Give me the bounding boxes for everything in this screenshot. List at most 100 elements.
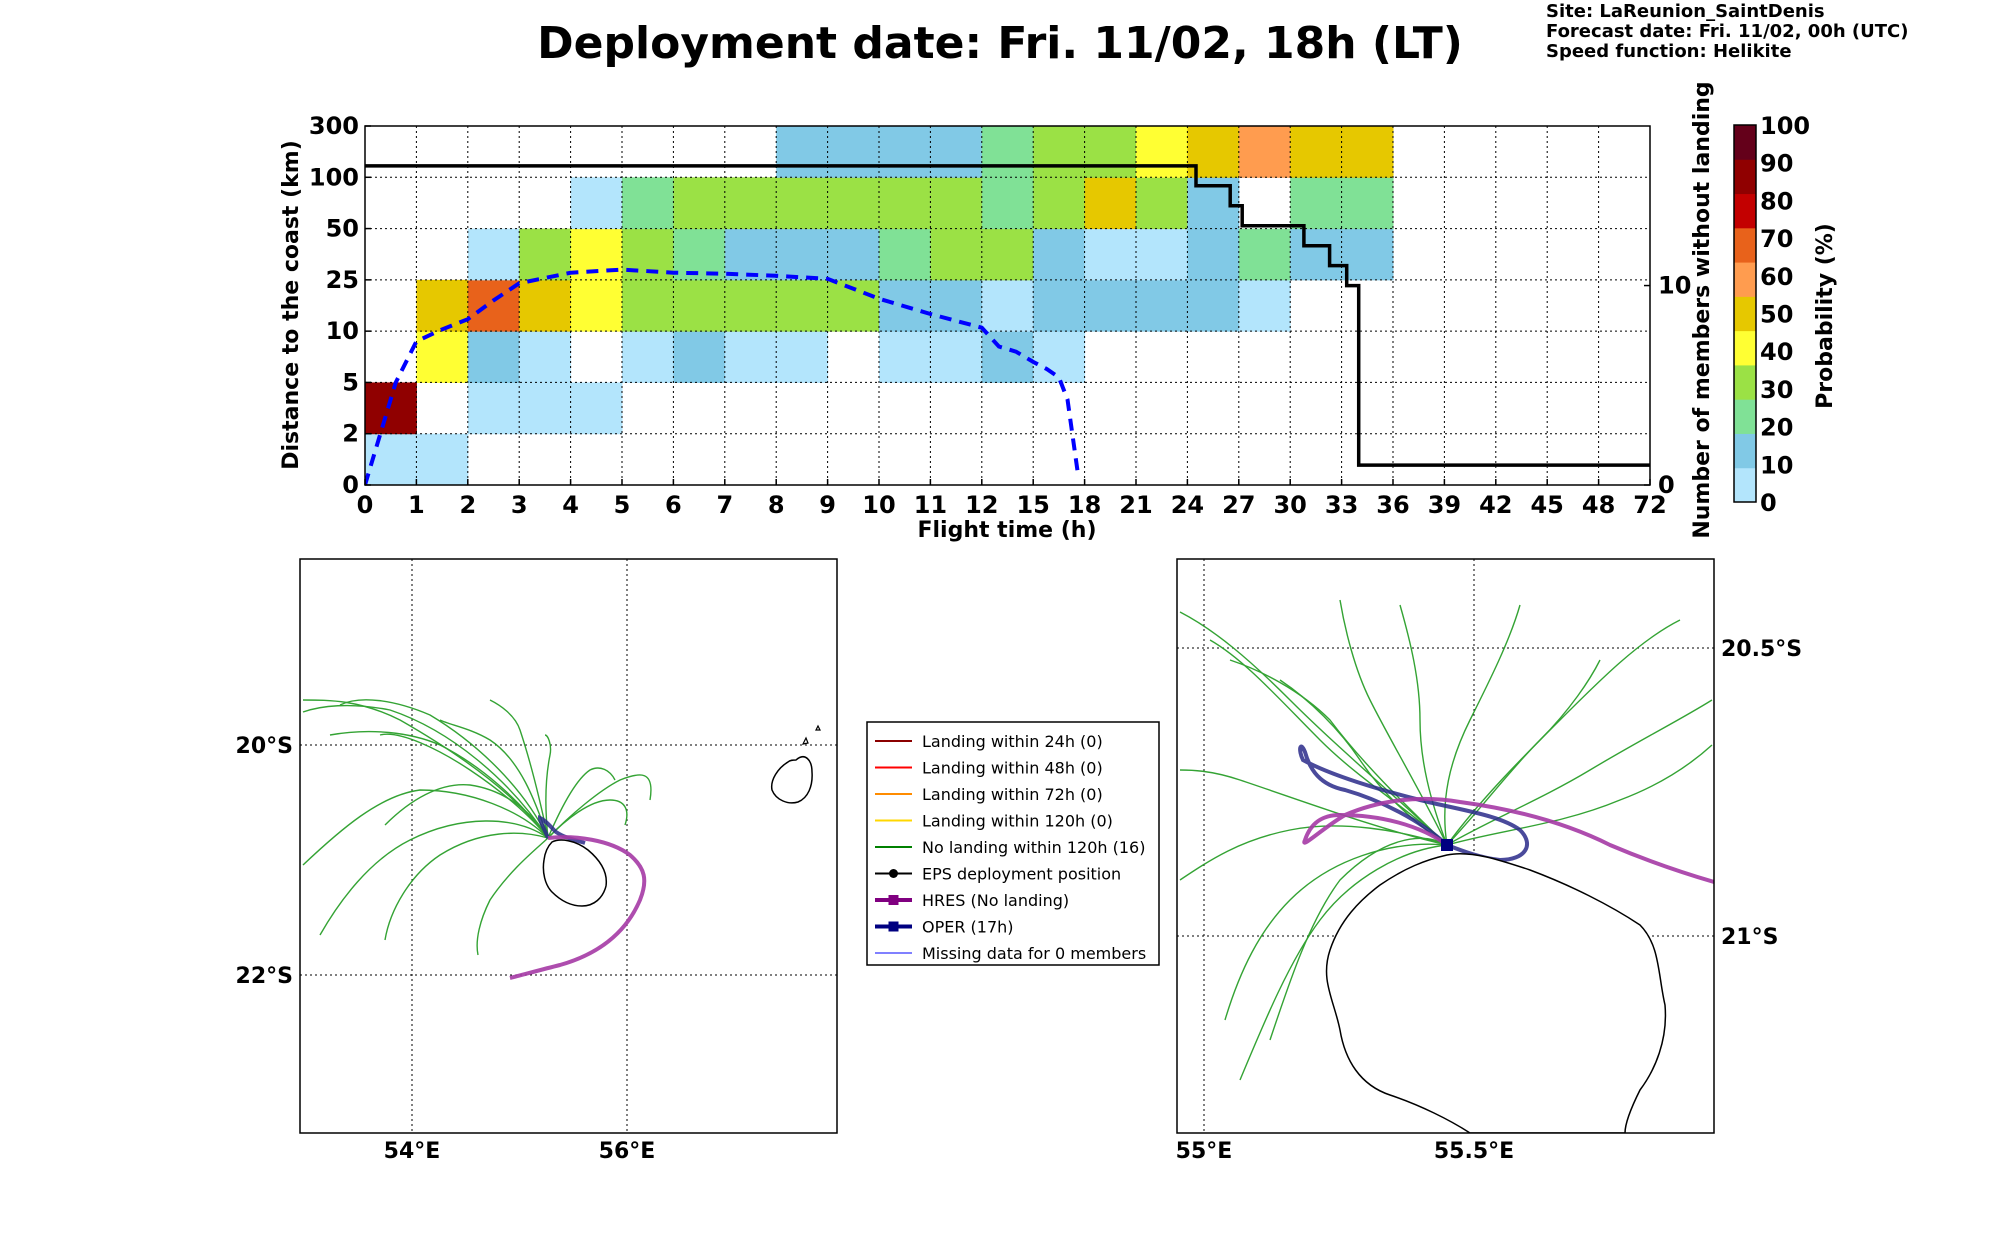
heatmap-cell — [673, 177, 726, 230]
heatmap-cell — [1341, 228, 1394, 281]
legend-circle-marker — [889, 869, 898, 878]
regional-map: 54°E 56°E 20°S 22°S — [236, 558, 838, 1164]
heatmap-cell — [365, 382, 417, 435]
heatmap-cell — [622, 177, 674, 230]
heatmap-cell — [879, 228, 931, 281]
legend-label: Landing within 72h (0) — [922, 785, 1103, 804]
x-tick-label: 12 — [965, 491, 998, 519]
y-tick-label: 2 — [342, 420, 359, 448]
colorbar-tick-label: 30 — [1760, 376, 1793, 404]
colorbar-segment — [1734, 296, 1756, 332]
legend-label: Landing within 120h (0) — [922, 812, 1113, 831]
heatmap-cell — [930, 228, 983, 281]
heatmap-cell — [1290, 126, 1343, 178]
heatmap-cell — [981, 228, 1034, 281]
regional-ensemble-trajectories — [302, 699, 652, 956]
y-tick-label: 50 — [326, 215, 359, 243]
heatmap-cell — [1033, 279, 1086, 332]
heatmap-cell — [1136, 126, 1188, 178]
heatmap-cell — [776, 126, 829, 178]
y-tick-label: 25 — [326, 266, 359, 294]
heatmap-cell — [570, 279, 623, 332]
heatmap-cell — [467, 331, 520, 383]
legend-label: OPER (17h) — [922, 918, 1014, 937]
legend-label: Missing data for 0 members — [922, 944, 1146, 963]
heatmap-cell — [776, 331, 829, 383]
colorbar-tick-label: 60 — [1760, 263, 1793, 291]
heatmap-grid — [365, 126, 1650, 485]
colorbar-tick-label: 70 — [1760, 225, 1793, 253]
heatmap-cell — [879, 126, 931, 178]
legend-entry: Landing within 48h (0) — [875, 759, 1103, 778]
heatmap-cell — [1341, 126, 1394, 178]
heatmap-cell — [1136, 177, 1188, 230]
x-tick-label: 6 — [665, 491, 682, 519]
x-tick-label: 0 — [357, 491, 374, 519]
heatmap-cell — [981, 279, 1034, 332]
regional-islet-coastline — [801, 724, 821, 745]
zoom-ensemble-trajectories — [1179, 599, 1713, 1081]
heatmap-cell — [1033, 126, 1086, 178]
heatmap-cell — [1084, 279, 1137, 332]
legend-entry: Landing within 72h (0) — [875, 785, 1103, 804]
heatmap-cell — [724, 331, 777, 383]
members-without-landing-line — [365, 164, 1650, 467]
x-tick-label: 36 — [1376, 491, 1409, 519]
site-label: Site: LaReunion_SaintDenis — [1546, 1, 1825, 22]
regional-map-gridlines — [300, 559, 837, 1133]
colorbar-tick-label: 40 — [1760, 338, 1793, 366]
regional-hres-trajectory — [509, 835, 647, 980]
chart-title: Deployment date: Fri. 11/02, 18h (LT) — [537, 18, 1463, 69]
heatmap-cell — [827, 228, 880, 281]
heatmap-cell — [1290, 228, 1343, 281]
colorbar-tick-label: 20 — [1760, 414, 1793, 442]
heatmap-cell — [416, 433, 469, 485]
heatmap-cell — [1033, 228, 1086, 281]
colorbar-segment — [1734, 193, 1756, 229]
heatmap-cell — [1187, 279, 1240, 332]
y-tick-label: 5 — [342, 368, 359, 396]
y2-tick-label: 10 — [1658, 272, 1691, 300]
heatmap-cell — [724, 228, 777, 281]
colorbar-tick-label: 90 — [1760, 150, 1793, 178]
heatmap-cell — [1033, 331, 1086, 383]
zoom-oper-trajectory — [1298, 744, 1530, 863]
heatmap-cell — [1084, 126, 1137, 178]
x-tick-label: 11 — [914, 491, 947, 519]
colorbar-segment — [1734, 399, 1756, 434]
x-tick-label: 30 — [1273, 491, 1306, 519]
regional-lat-tick-22s: 22°S — [236, 964, 293, 989]
heatmap-cell — [467, 382, 520, 435]
legend-label: HRES (No landing) — [922, 891, 1069, 910]
heatmap-cell — [1033, 177, 1086, 230]
heatmap-frame — [364, 125, 1651, 486]
heatmap-cell — [519, 382, 572, 435]
heatmap-cell — [1136, 279, 1188, 332]
zoom-lat-tick-21s: 21°S — [1721, 925, 1778, 950]
heatmap-cell — [519, 228, 572, 281]
heatmap-cell — [1238, 126, 1291, 178]
x-tick-label: 3 — [511, 491, 528, 519]
legend-entry: Landing within 24h (0) — [875, 732, 1103, 751]
x-tick-label: 8 — [768, 491, 785, 519]
legend-entry: No landing within 120h (16) — [875, 838, 1145, 857]
x-tick-label: 42 — [1479, 491, 1512, 519]
colorbar-tick-label: 0 — [1760, 489, 1777, 517]
heatmap-cell — [519, 279, 572, 332]
y-tick-label: 100 — [309, 163, 359, 191]
heatmap-cell — [1136, 228, 1188, 281]
heatmap-cell — [622, 279, 674, 332]
y2-axis-label: Number of members without landing — [1690, 81, 1715, 538]
x-tick-label: 39 — [1428, 491, 1461, 519]
y-tick-label: 0 — [342, 471, 359, 499]
x-tick-label: 24 — [1171, 491, 1204, 519]
heatmap-cell — [1238, 228, 1291, 281]
heatmap-cell — [776, 228, 829, 281]
regional-lon-tick-54: 54°E — [384, 1139, 441, 1164]
y-tick-label: 10 — [326, 317, 359, 345]
heatmap-cell — [622, 331, 674, 383]
colorbar-tick-label: 100 — [1760, 112, 1810, 140]
heatmap-cell — [1084, 228, 1137, 281]
